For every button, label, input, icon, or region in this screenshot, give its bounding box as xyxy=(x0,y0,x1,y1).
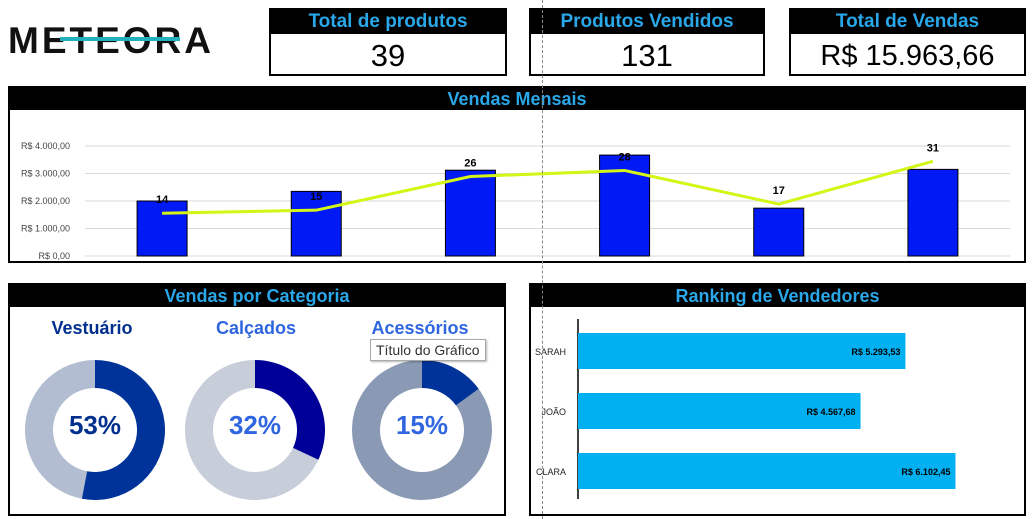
chart-title-tooltip: Título do Gráfico xyxy=(370,339,486,361)
bar-fev[interactable] xyxy=(290,190,342,257)
meteora-logo: METEORA xyxy=(8,22,211,58)
vendas-mensais-chart: R$ 0,00 R$ 1.000,00 R$ 2.000,00 R$ 3.000,00… xyxy=(21,141,1010,273)
kpi-title: Total de Vendas xyxy=(791,10,1024,34)
line-data-label: 15 xyxy=(310,191,322,203)
y-tick-label: R$ 3.000,00 xyxy=(21,169,70,179)
donut-acessorios[interactable] xyxy=(347,355,497,505)
donut-value-slice[interactable] xyxy=(422,360,479,406)
y-tick-label: R$ 0,00 xyxy=(38,251,70,261)
kpi-title: Total de produtos xyxy=(271,10,505,34)
kpi-total-produtos: Total de produtos 39 xyxy=(269,8,507,76)
donut-value-slice[interactable] xyxy=(81,360,166,500)
donut-remainder-slice[interactable] xyxy=(185,360,319,500)
rank-category-label: CLARA xyxy=(536,467,566,477)
line-data-label: 14 xyxy=(156,194,169,206)
kpi-value: R$ 15.963,66 xyxy=(820,40,995,72)
rank-bar[interactable] xyxy=(578,453,956,489)
rank-value-label: R$ 5.293,53 xyxy=(851,347,900,357)
kpi-title: Produtos Vendidos xyxy=(531,10,763,34)
ranking-panel: Ranking de Vendedores SARAH R$ 5.293,53 JO… xyxy=(529,283,1026,516)
line-data-label: 31 xyxy=(927,142,939,154)
page-break-guide xyxy=(542,0,543,519)
bar-mai[interactable] xyxy=(753,207,805,257)
quantity-line[interactable] xyxy=(162,159,934,215)
kpi-total-vendas: Total de Vendas R$ 15.963,66 xyxy=(789,8,1026,76)
rank-value-label: R$ 4.567,68 xyxy=(806,407,855,417)
rank-bar[interactable] xyxy=(578,333,906,369)
donut-remainder-slice[interactable] xyxy=(25,360,95,499)
logo-streak xyxy=(60,37,180,41)
vendas-mensais-title: Vendas Mensais xyxy=(10,88,1024,110)
category-label-vestuario: Vestuário xyxy=(51,318,133,338)
pct-label-acessorios: 15% xyxy=(395,410,449,440)
bar-jun[interactable] xyxy=(907,168,959,257)
donut-remainder-slice[interactable] xyxy=(352,360,492,500)
rank-bar[interactable] xyxy=(578,393,861,429)
rank-category-label: SARAH xyxy=(535,347,566,357)
pct-label-calcados: 32% xyxy=(228,410,282,440)
line-data-label: 17 xyxy=(773,185,785,197)
pct-label-vestuario: 53% xyxy=(68,410,122,440)
vendas-categoria-title: Vendas por Categoria xyxy=(10,285,504,307)
donut-value-slice[interactable] xyxy=(255,360,325,460)
category-label-calcados: Calçados xyxy=(215,318,297,338)
kpi-value: 39 xyxy=(370,38,406,73)
kpi-produtos-vendidos: Produtos Vendidos 131 xyxy=(529,8,765,76)
donut-calcados[interactable] xyxy=(180,355,330,505)
donut-vestuario[interactable] xyxy=(20,355,170,505)
y-tick-label: R$ 1.000,00 xyxy=(21,224,70,234)
kpi-value: 131 xyxy=(621,38,673,73)
rank-value-label: R$ 6.102,45 xyxy=(901,467,950,477)
ranking-title: Ranking de Vendedores xyxy=(531,285,1024,307)
y-tick-label: R$ 4.000,00 xyxy=(21,141,70,151)
rank-category-label: JOÃO xyxy=(541,407,566,417)
ranking-chart: SARAH R$ 5.293,53 JOÃO R$ 4.567,68 CLARA R$ 6… xyxy=(535,319,956,499)
category-label-acessorios: Acessórios xyxy=(371,318,469,338)
y-tick-label: R$ 2.000,00 xyxy=(21,196,70,206)
line-data-label: 26 xyxy=(464,158,476,170)
bar-mar[interactable] xyxy=(444,169,496,257)
line-data-label: 28 xyxy=(618,151,630,163)
bar-jan[interactable] xyxy=(136,200,188,257)
vendas-mensais-panel: Vendas Mensais R$ 0,00 R$ 1.000,00 R$ 2.00… xyxy=(8,86,1026,273)
